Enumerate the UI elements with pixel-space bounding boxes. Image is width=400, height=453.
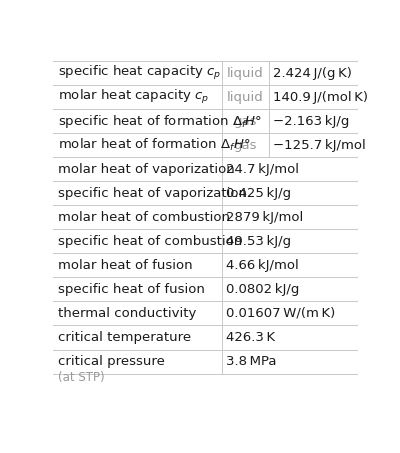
Text: 49.53 kJ/g: 49.53 kJ/g	[226, 235, 292, 248]
Text: molar heat of formation $\Delta_f H$°: molar heat of formation $\Delta_f H$°	[58, 137, 250, 154]
Text: gas: gas	[234, 115, 257, 128]
Text: specific heat of fusion: specific heat of fusion	[58, 283, 205, 296]
Text: molar heat of fusion: molar heat of fusion	[58, 259, 192, 272]
Text: −125.7 kJ/mol: −125.7 kJ/mol	[274, 139, 366, 152]
Text: 24.7 kJ/mol: 24.7 kJ/mol	[226, 163, 299, 176]
Text: critical pressure: critical pressure	[58, 355, 165, 368]
Text: liquid: liquid	[227, 67, 264, 80]
Text: (at STP): (at STP)	[58, 371, 104, 384]
Text: gas: gas	[234, 139, 257, 152]
Text: 0.01607 W/(m K): 0.01607 W/(m K)	[226, 307, 336, 320]
Text: 2.424 J/(g K): 2.424 J/(g K)	[274, 67, 352, 80]
Text: molar heat of vaporization: molar heat of vaporization	[58, 163, 234, 176]
Text: 4.66 kJ/mol: 4.66 kJ/mol	[226, 259, 299, 272]
Text: 140.9 J/(mol K): 140.9 J/(mol K)	[274, 91, 368, 104]
Text: 426.3 K: 426.3 K	[226, 331, 276, 344]
Text: critical temperature: critical temperature	[58, 331, 191, 344]
Text: specific heat capacity $c_p$: specific heat capacity $c_p$	[58, 64, 221, 82]
Text: −2.163 kJ/g: −2.163 kJ/g	[274, 115, 350, 128]
Text: liquid: liquid	[227, 91, 264, 104]
Text: molar heat of combustion: molar heat of combustion	[58, 211, 230, 224]
Text: 2879 kJ/mol: 2879 kJ/mol	[226, 211, 304, 224]
Text: thermal conductivity: thermal conductivity	[58, 307, 196, 320]
Text: 0.425 kJ/g: 0.425 kJ/g	[226, 187, 292, 200]
Text: 3.8 MPa: 3.8 MPa	[226, 355, 277, 368]
Text: specific heat of formation $\Delta_f H$°: specific heat of formation $\Delta_f H$°	[58, 113, 262, 130]
Text: specific heat of combustion: specific heat of combustion	[58, 235, 242, 248]
Text: 0.0802 kJ/g: 0.0802 kJ/g	[226, 283, 300, 296]
Text: molar heat capacity $c_p$: molar heat capacity $c_p$	[58, 88, 209, 106]
Text: specific heat of vaporization: specific heat of vaporization	[58, 187, 247, 200]
